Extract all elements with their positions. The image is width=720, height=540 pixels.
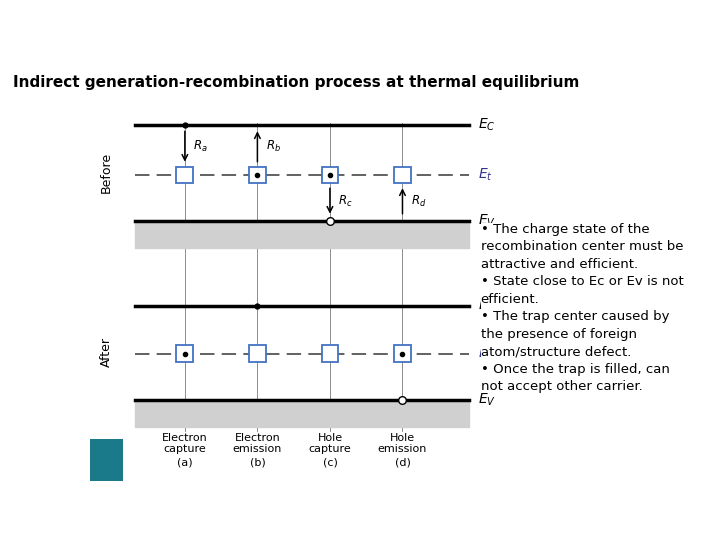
Bar: [176, 346, 193, 362]
Bar: [394, 167, 411, 183]
Bar: [249, 346, 266, 362]
Text: $R_b$: $R_b$: [266, 139, 281, 154]
Text: (a): (a): [177, 458, 193, 468]
Text: $R_c$: $R_c$: [338, 193, 353, 208]
Text: $E_t$: $E_t$: [478, 346, 492, 362]
Bar: [322, 346, 338, 362]
Text: $E_C$: $E_C$: [478, 117, 495, 133]
Bar: [322, 167, 338, 183]
Text: (c): (c): [323, 458, 338, 468]
Text: $E_V$: $E_V$: [478, 213, 496, 229]
Text: $R_a$: $R_a$: [193, 139, 208, 154]
Bar: [90, 439, 124, 481]
Text: Electron
emission: Electron emission: [233, 433, 282, 454]
Text: (d): (d): [395, 458, 410, 468]
Text: Hole
capture: Hole capture: [309, 433, 351, 454]
Bar: [176, 167, 193, 183]
Text: Before: Before: [100, 152, 113, 193]
Text: After: After: [100, 337, 113, 367]
Bar: [394, 346, 411, 362]
Text: Indirect generation-recombination process at thermal equilibrium: Indirect generation-recombination proces…: [13, 75, 580, 90]
Text: $E_C$: $E_C$: [478, 298, 495, 314]
Text: $R_d$: $R_d$: [411, 193, 426, 208]
Text: (b): (b): [250, 458, 265, 468]
Text: • The charge state of the
recombination center must be
attractive and efficient.: • The charge state of the recombination …: [481, 223, 683, 393]
Text: $E_V$: $E_V$: [478, 392, 496, 408]
Text: Hole
emission: Hole emission: [378, 433, 427, 454]
Text: Electron
capture: Electron capture: [162, 433, 208, 454]
Bar: [249, 167, 266, 183]
Text: $E_t$: $E_t$: [478, 167, 492, 183]
